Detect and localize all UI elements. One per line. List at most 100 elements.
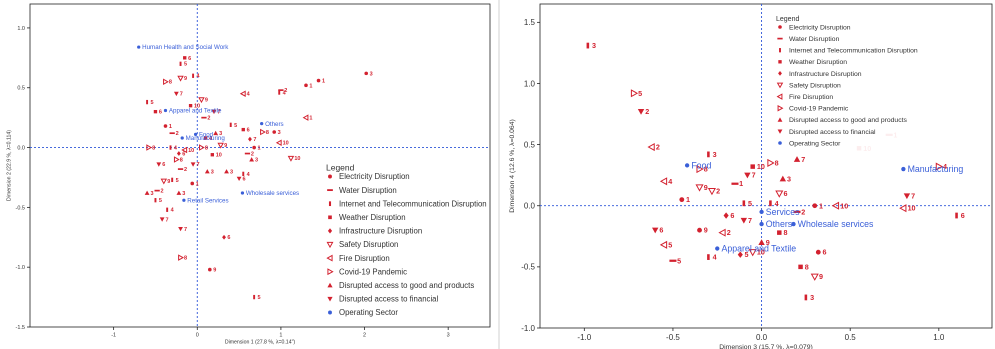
category-point-label: 1 [309,83,312,89]
category-point-marker [190,162,196,167]
category-point-label: 3 [219,131,222,137]
category-point-marker [652,227,659,234]
x-tick-label: -1.0 [577,333,591,342]
category-point-marker [707,151,710,158]
category-point-marker [779,175,787,182]
legend-entry-label: Safety Disruption [789,82,841,89]
category-point-label: 2 [284,88,287,94]
category-point-marker [241,127,245,132]
category-point-label: 3 [787,174,791,183]
legend-entry-label: Fire Disruption [339,254,390,263]
category-point-label: 1 [169,124,172,130]
category-point-label: 6 [188,56,191,62]
y-tick-label: 0.0 [524,202,536,211]
operating-sector-label: Human Health and Social Work [142,44,229,51]
category-point-marker [707,188,716,196]
category-point-label: 8 [169,80,172,86]
category-point-marker [208,267,212,272]
category-point-label: 4 [209,136,213,142]
category-point-label: 7 [752,171,756,180]
legend-entry: Safety Disruption [326,240,398,249]
legend-entry: Fire Disruption [326,254,390,263]
legend-swatch [777,117,783,122]
category-point-label: 2 [801,207,805,216]
legend-entry-label: Disrupted access to good and products [789,117,907,124]
operating-sector-label: Food [199,132,214,139]
category-point-label: 1 [686,195,690,204]
y-tick-label: 1.0 [524,79,536,88]
category-point-label: 5 [234,123,237,129]
category-point-label: 2 [656,143,660,152]
category-point-label: 6 [730,211,734,220]
category-point-marker [169,132,175,135]
category-point-marker [203,136,208,140]
y-axis-ticks: -1.0 -0.5 0.0 0.5 1.0 1.5 [521,18,540,333]
legend-entry: Safety Disruption [776,82,841,89]
category-point-marker [758,239,765,245]
operating-sector-label: Food [691,160,711,170]
category-point-label: 3 [713,150,717,159]
category-point-label: 8 [775,158,779,167]
legend-entry: Electricity Disruption [778,24,851,31]
category-point-marker [166,207,169,212]
legend-background [772,14,954,156]
legend-swatch [778,60,782,64]
category-point-marker [697,227,702,233]
legend-entry: Water Disruption [777,36,840,43]
category-point-marker [176,151,181,156]
category-point-marker [679,197,685,203]
category-point-marker [144,190,150,195]
operating-sector-marker [182,198,186,202]
category-point-marker [210,153,215,157]
category-point-label: 9 [766,238,770,247]
legend-entry: Water Disruption [327,186,397,195]
category-point-marker [731,182,739,185]
category-point-label: 5 [159,198,162,204]
category-point-marker [659,240,668,249]
category-point-marker [163,78,169,86]
category-point-marker [236,176,242,182]
category-point-marker [586,42,590,49]
y-tick-label: -1.0 [521,324,535,333]
category-point-marker [707,254,710,260]
legend-swatch [327,268,334,276]
category-point-marker [153,109,158,114]
category-point-label: 3 [182,191,185,197]
category-point-marker [287,155,295,162]
legend-entry: Weather Disruption [778,59,847,66]
category-point-label: 2 [161,189,164,195]
category-point-label: 3 [370,71,373,77]
category-point-label: 6 [247,128,250,134]
operating-sector-label: Wholesale services [246,190,299,197]
category-point-label: 6 [783,189,787,198]
legend-entry: Operating Sector [328,308,398,317]
category-point-label: 3 [810,293,814,302]
category-point-label: 4 [247,172,251,178]
category-point-marker [183,56,187,60]
category-point-marker [181,146,188,154]
category-point-marker [647,142,655,152]
legend-entry-label: Water Disruption [789,36,840,43]
legend-swatch [778,141,782,145]
category-point-marker [742,200,746,207]
legend-entry: Electricity Disruption [328,172,410,181]
category-point-label: 10 [283,141,289,147]
category-point-marker [160,178,168,185]
category-point-label: 9 [213,268,216,274]
legend-entry-label: Weather Disruption [339,213,406,222]
y-axis-label: Dimension 4 (12.6 %, λ=0.064) [509,119,516,213]
legend-entry: Internet and Telecommunication Disruptio… [328,199,487,208]
category-point-marker [812,203,818,209]
category-point-label: 5 [744,250,748,259]
y-tick-label: -1.0 [16,265,25,271]
category-point-marker [198,97,205,104]
operating-sector-marker [240,191,245,195]
category-point-label: 2 [645,107,649,116]
category-point-label: 6 [659,226,663,235]
category-point-label: 1 [322,78,325,84]
category-point-label: 1 [258,145,261,151]
category-point-marker [154,198,157,203]
category-point-label: 5 [176,178,179,184]
category-point-label: 6 [227,235,230,241]
